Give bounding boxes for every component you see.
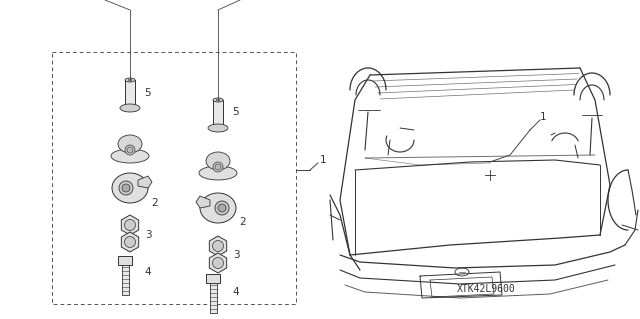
Polygon shape: [209, 253, 227, 273]
Circle shape: [125, 236, 136, 248]
Bar: [122, 265, 129, 295]
Ellipse shape: [125, 78, 135, 82]
Ellipse shape: [206, 152, 230, 170]
Ellipse shape: [112, 173, 148, 203]
Bar: [125, 80, 135, 108]
Polygon shape: [122, 215, 139, 235]
Text: 5: 5: [232, 107, 239, 117]
Text: 5: 5: [144, 88, 150, 98]
Bar: [118, 256, 132, 265]
Text: 2: 2: [239, 217, 246, 227]
Ellipse shape: [111, 149, 149, 163]
Ellipse shape: [213, 162, 223, 172]
Ellipse shape: [125, 145, 135, 155]
Bar: [52, 52, 296, 304]
Bar: [209, 283, 216, 313]
Polygon shape: [209, 236, 227, 256]
Ellipse shape: [118, 135, 142, 153]
Ellipse shape: [127, 147, 133, 153]
Text: 1: 1: [320, 155, 326, 165]
Text: 1: 1: [540, 112, 547, 122]
Circle shape: [218, 204, 226, 212]
Ellipse shape: [213, 98, 223, 102]
Circle shape: [212, 257, 223, 269]
Ellipse shape: [120, 104, 140, 112]
Polygon shape: [138, 176, 152, 188]
Ellipse shape: [200, 193, 236, 223]
Text: 3: 3: [233, 250, 239, 260]
Text: 3: 3: [145, 230, 152, 240]
Bar: [213, 100, 223, 128]
Ellipse shape: [119, 181, 133, 195]
Circle shape: [212, 241, 223, 251]
Text: 4: 4: [232, 287, 239, 297]
Text: XTK42L9600: XTK42L9600: [457, 284, 516, 294]
Ellipse shape: [215, 164, 221, 170]
Ellipse shape: [128, 79, 132, 81]
Bar: [206, 274, 220, 283]
Ellipse shape: [216, 99, 220, 101]
Polygon shape: [122, 232, 139, 252]
Ellipse shape: [208, 124, 228, 132]
Text: 4: 4: [144, 267, 150, 277]
Ellipse shape: [215, 201, 229, 215]
Circle shape: [125, 219, 136, 231]
Ellipse shape: [199, 166, 237, 180]
Text: 2: 2: [151, 198, 157, 208]
Circle shape: [122, 184, 130, 192]
Polygon shape: [196, 196, 210, 208]
